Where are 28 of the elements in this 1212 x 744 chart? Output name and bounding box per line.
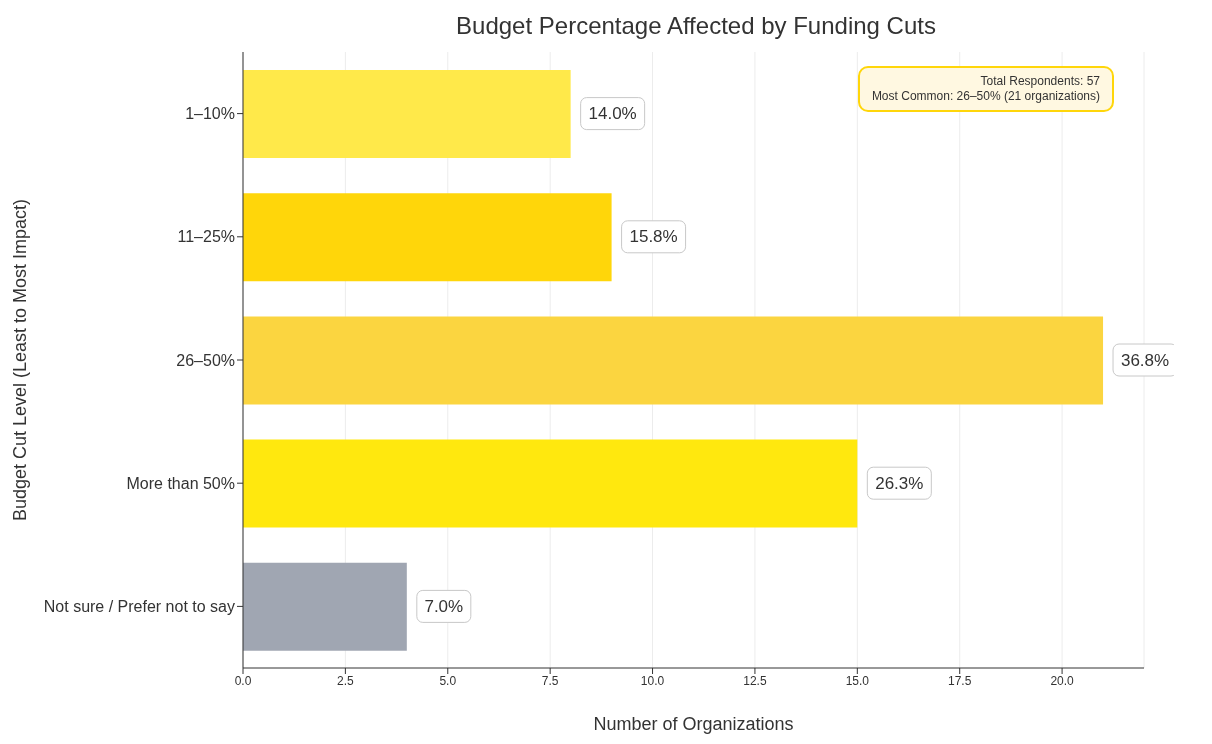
x-tick-label: 12.5 — [743, 673, 767, 688]
annotation: 7.0% — [424, 596, 464, 616]
x-tick-label: 20.0 — [1050, 673, 1075, 688]
y-tick-label: Not sure / Prefer not to say — [43, 598, 235, 616]
annotation: 14.0% — [588, 104, 637, 124]
x-tick-label: 7.5 — [541, 673, 559, 688]
chart-title: Budget Percentage Affected by Funding Cuts — [455, 11, 937, 41]
bar — [243, 439, 858, 528]
x-tick-label: 15.0 — [845, 673, 870, 688]
x-axis-title: Number of Organizations — [593, 714, 794, 734]
x-tick-label: 0.0 — [234, 673, 252, 688]
y-tick-label: 11–25% — [177, 228, 235, 246]
annotation: 15.8% — [629, 227, 678, 247]
x-tick-label: 10.0 — [640, 673, 665, 688]
annotation: 36.8% — [1120, 350, 1170, 370]
x-tick-label: 2.5 — [337, 673, 355, 688]
annotation: 26.3% — [875, 473, 924, 493]
bar — [243, 316, 1104, 405]
bar — [243, 70, 571, 158]
bar — [243, 562, 407, 651]
y-axis-title: Budget Cut Level (Least to Most Impact) — [10, 198, 31, 522]
y-tick-label: 26–50% — [176, 351, 235, 369]
x-tick-label: 17.5 — [948, 673, 972, 688]
bar — [243, 193, 612, 282]
y-tick-label: 1–10% — [185, 105, 235, 123]
x-tick-label: 5.0 — [439, 673, 457, 688]
y-tick-label: More than 50% — [126, 474, 235, 492]
summary-note: Total Respondents: 57 Most Common: 26–50% (21 organizations) — [857, 66, 1114, 112]
